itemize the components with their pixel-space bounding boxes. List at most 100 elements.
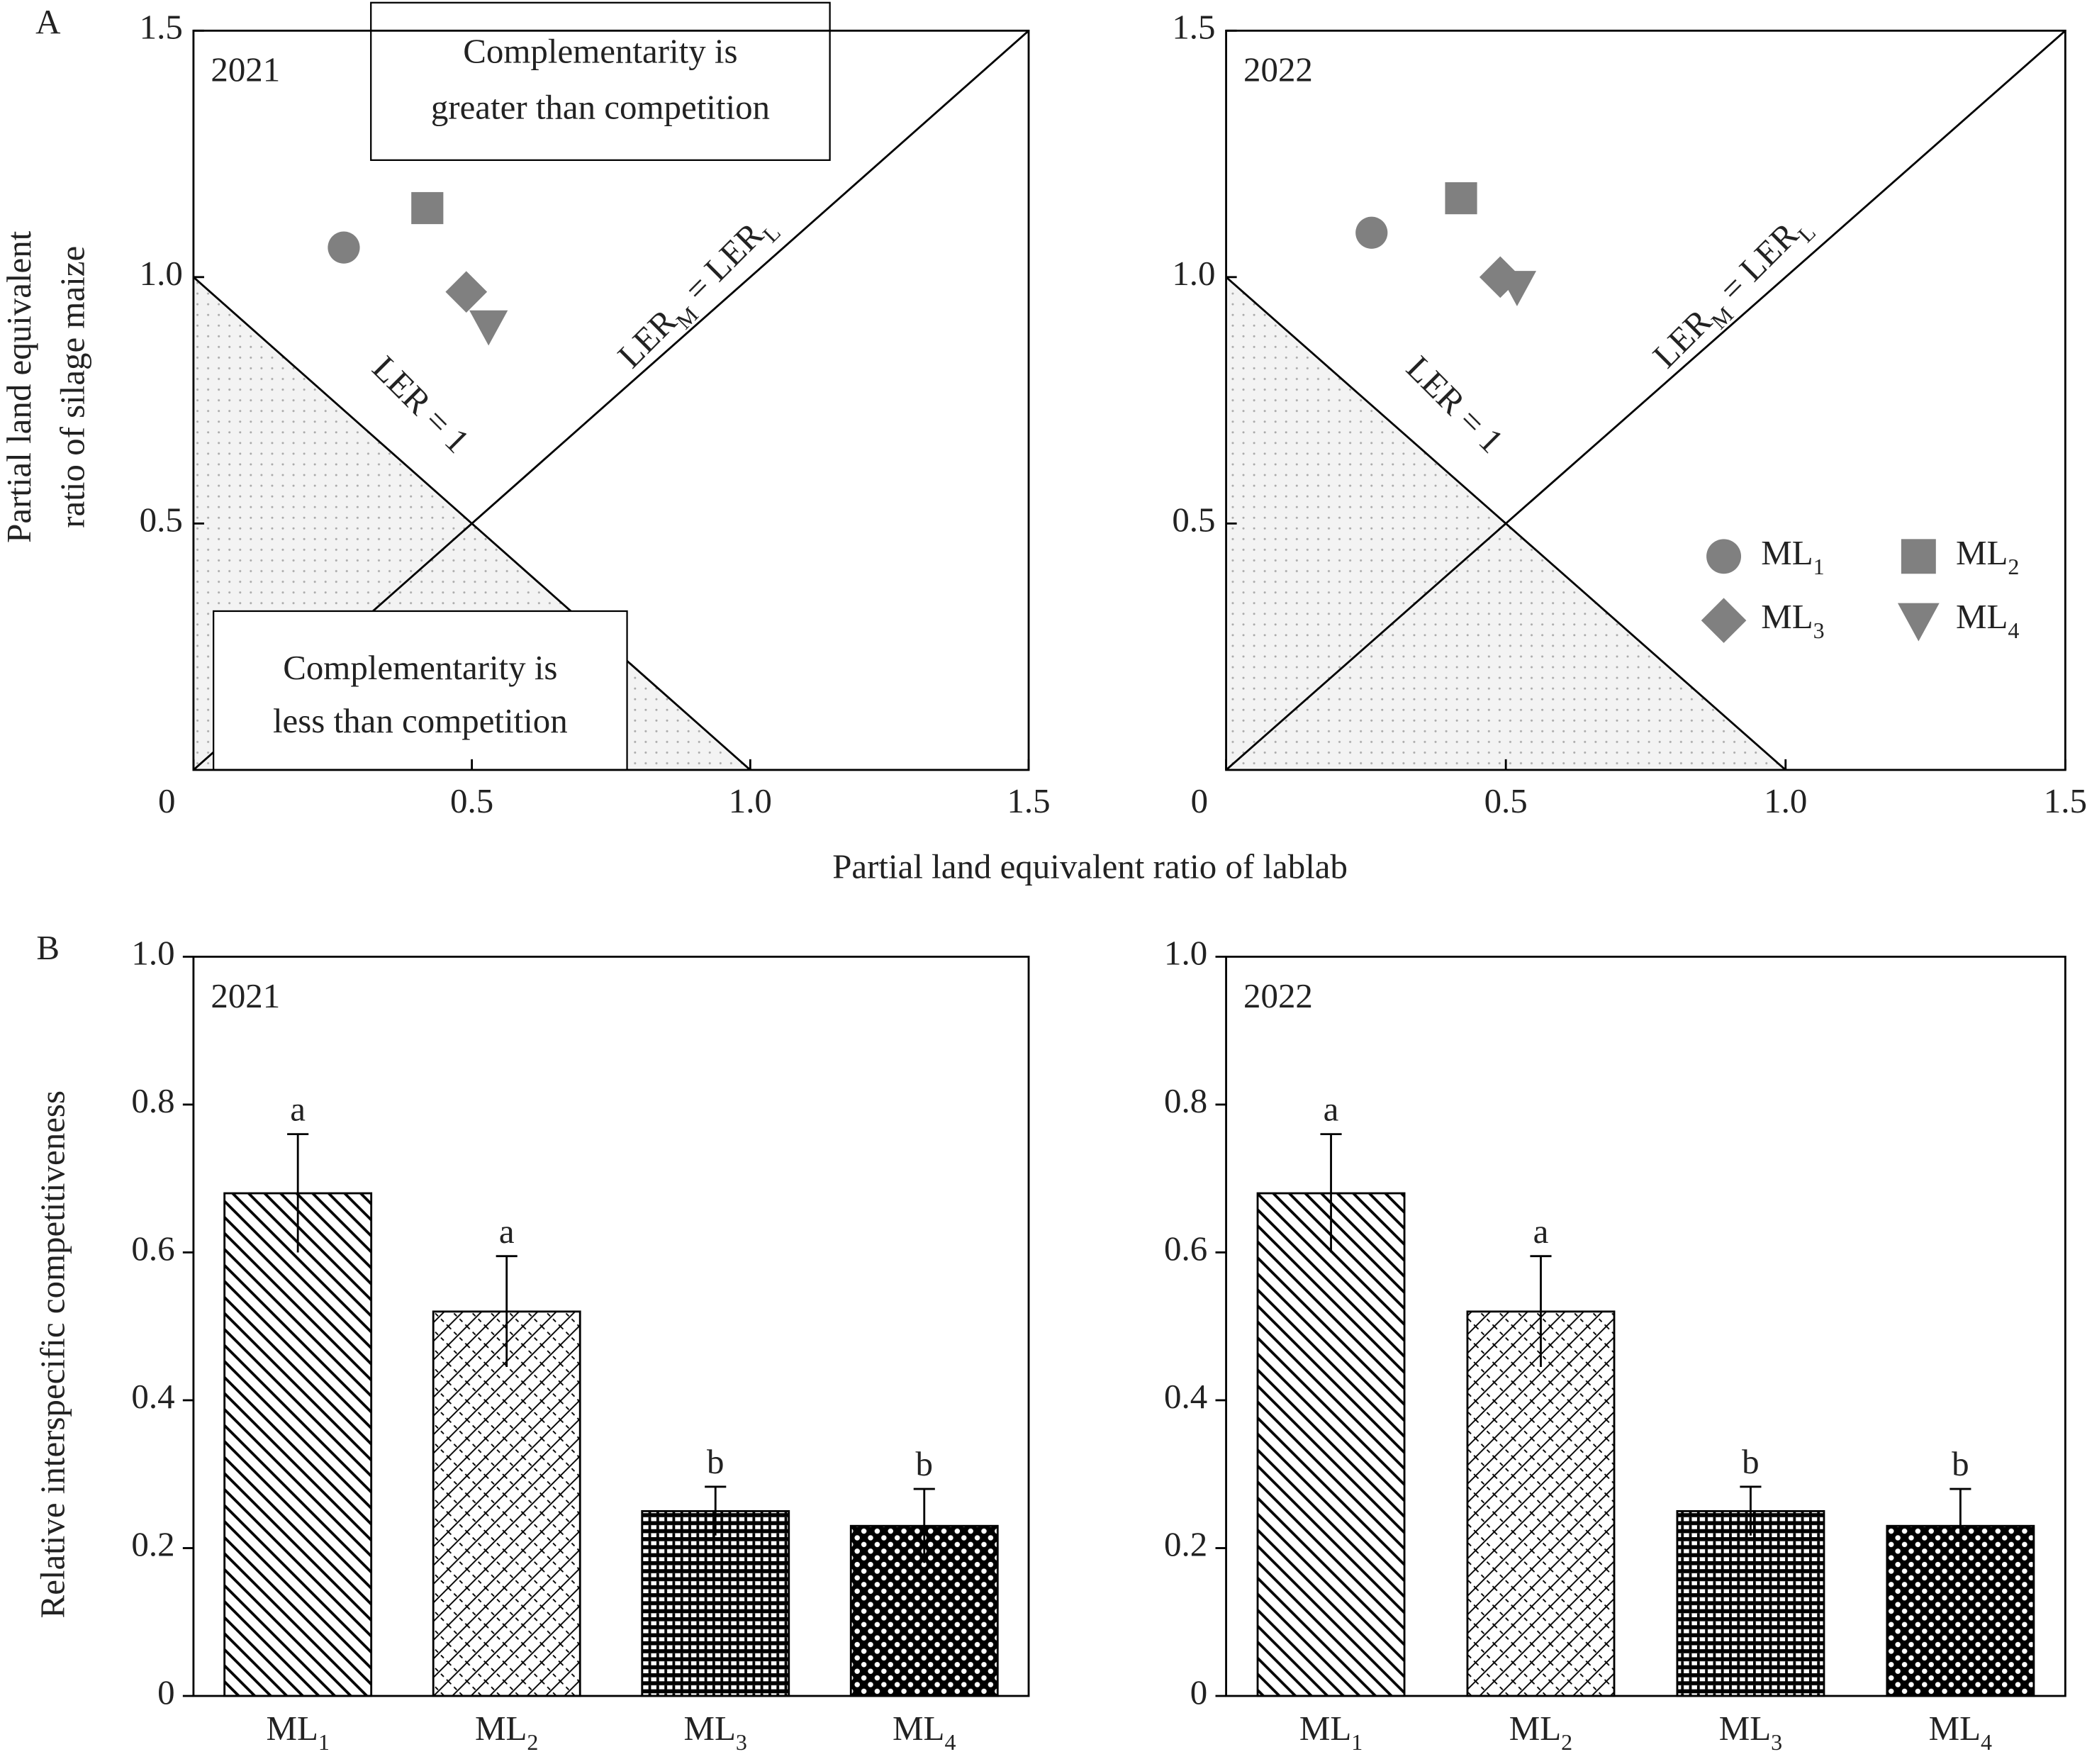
y-tick-label: 0.2 (131, 1525, 174, 1564)
x-tick-label: 1.5 (1007, 781, 1050, 820)
marker (328, 231, 360, 264)
error-bar (287, 1133, 309, 1253)
legend-label: ML2 (1956, 533, 2019, 579)
error-bar (496, 1255, 518, 1368)
x-tick-label: ML1 (1299, 1709, 1363, 1755)
y-tick-label: 1.5 (140, 8, 183, 47)
significance-letter: a (1324, 1090, 1339, 1129)
chart-title: 2022 (1243, 50, 1313, 89)
legend-label: ML4 (1956, 597, 2019, 643)
error-bar (1320, 1133, 1342, 1253)
bar (641, 1509, 790, 1697)
significance-letter: b (916, 1444, 933, 1483)
bar (223, 1192, 373, 1697)
y-tick-label: 0.6 (131, 1229, 174, 1268)
x-tick-label: ML4 (1929, 1709, 1992, 1755)
x-tick-label: ML3 (684, 1709, 747, 1755)
legend-label: ML1 (1761, 533, 1824, 579)
error-bar (1740, 1485, 1762, 1536)
marker (469, 310, 508, 346)
marker (1497, 271, 1537, 306)
annotation: Complementarity is (283, 648, 557, 687)
y-tick-label: 0.6 (1164, 1229, 1207, 1268)
x-tick-label: 1.5 (2044, 781, 2087, 820)
y-axis-label: ratio of silage maize (53, 246, 92, 528)
panel-label: B (36, 928, 60, 967)
chart-title: 2021 (211, 976, 280, 1015)
error-bar (705, 1485, 727, 1536)
marker (1901, 539, 1936, 574)
y-tick-label: 0 (1190, 1673, 1207, 1712)
diagonal-label-part: LER (610, 301, 684, 375)
chart-title: 2021 (211, 50, 280, 89)
significance-letter: b (1742, 1442, 1759, 1481)
significance-letter: b (1952, 1444, 1969, 1483)
significance-letter: a (1533, 1212, 1549, 1251)
annotation: greater than competition (431, 87, 770, 126)
marker (445, 271, 488, 313)
y-tick-label: 0.2 (1164, 1525, 1207, 1564)
marker (1701, 598, 1747, 643)
y-tick-label: 1.0 (1164, 934, 1207, 973)
x-tick-label: 0 (158, 781, 175, 820)
x-tick-label: 0 (1191, 781, 1208, 820)
marker (1445, 182, 1477, 215)
plot-frame (192, 955, 1030, 1697)
legend-label: ML3 (1761, 597, 1824, 643)
error-bar (1530, 1255, 1552, 1368)
y-tick-label: 0.4 (1164, 1377, 1207, 1416)
y-tick-label: 1.5 (1172, 8, 1215, 47)
x-tick-label: ML2 (475, 1709, 538, 1755)
equal-line (1225, 30, 2066, 771)
x-tick-label: 1.0 (729, 781, 772, 820)
x-tick-label: ML4 (893, 1709, 956, 1755)
y-tick-label: 0.4 (131, 1377, 174, 1416)
bar (1466, 1310, 1616, 1697)
x-tick-label: ML1 (266, 1709, 329, 1755)
x-tick-label: ML3 (1719, 1709, 1782, 1755)
y-tick-label: 0 (157, 1673, 174, 1712)
error-bar (1950, 1487, 1971, 1563)
bar (432, 1310, 581, 1697)
y-axis-label: Partial land equivalent (0, 230, 38, 543)
x-tick-label: 0.5 (450, 781, 493, 820)
y-axis-label: Relative interspecific competitiveness (33, 1090, 72, 1618)
annotation-box (370, 1, 831, 161)
x-tick-label: 0.5 (1484, 781, 1528, 820)
y-tick-label: 1.0 (140, 254, 183, 293)
diagonal-label: LERM = LERL (1645, 205, 1820, 380)
y-tick-label: 0.5 (1172, 501, 1215, 540)
plot-frame (1225, 29, 2066, 771)
y-tick-label: 0.8 (131, 1081, 174, 1120)
error-bar (913, 1487, 935, 1563)
marker (411, 191, 444, 225)
marker (1706, 539, 1742, 574)
panel-label: A (35, 2, 60, 41)
x-tick-label: 1.0 (1764, 781, 1807, 820)
bar (1676, 1509, 1825, 1697)
significance-letter: a (499, 1212, 515, 1251)
y-tick-label: 1.0 (1172, 254, 1215, 293)
bar (1256, 1192, 1406, 1697)
plot-frame (192, 29, 1030, 771)
y-tick-label: 1.0 (131, 934, 174, 973)
annotation-box (213, 610, 628, 771)
marker (1897, 603, 1940, 642)
marker (1355, 216, 1388, 249)
diagonal-label-part: = LER (1706, 215, 1806, 315)
chart-title: 2022 (1243, 976, 1313, 1015)
x-axis-label: Partial land equivalent ratio of lablab (832, 847, 1348, 886)
plot-frame (1225, 955, 2066, 1697)
annotation: Complementarity is (463, 31, 737, 70)
annotation: less than competition (273, 701, 568, 740)
significance-letter: a (290, 1090, 306, 1129)
diagonal-label: LERM = LERL (610, 205, 785, 380)
y-tick-label: 0.8 (1164, 1081, 1207, 1120)
y-tick-label: 0.5 (140, 501, 183, 540)
x-tick-label: ML2 (1509, 1709, 1572, 1755)
diagonal-label-part: LER (1645, 301, 1719, 375)
diagonal-label-part: = LER (671, 215, 771, 315)
significance-letter: b (707, 1442, 724, 1481)
